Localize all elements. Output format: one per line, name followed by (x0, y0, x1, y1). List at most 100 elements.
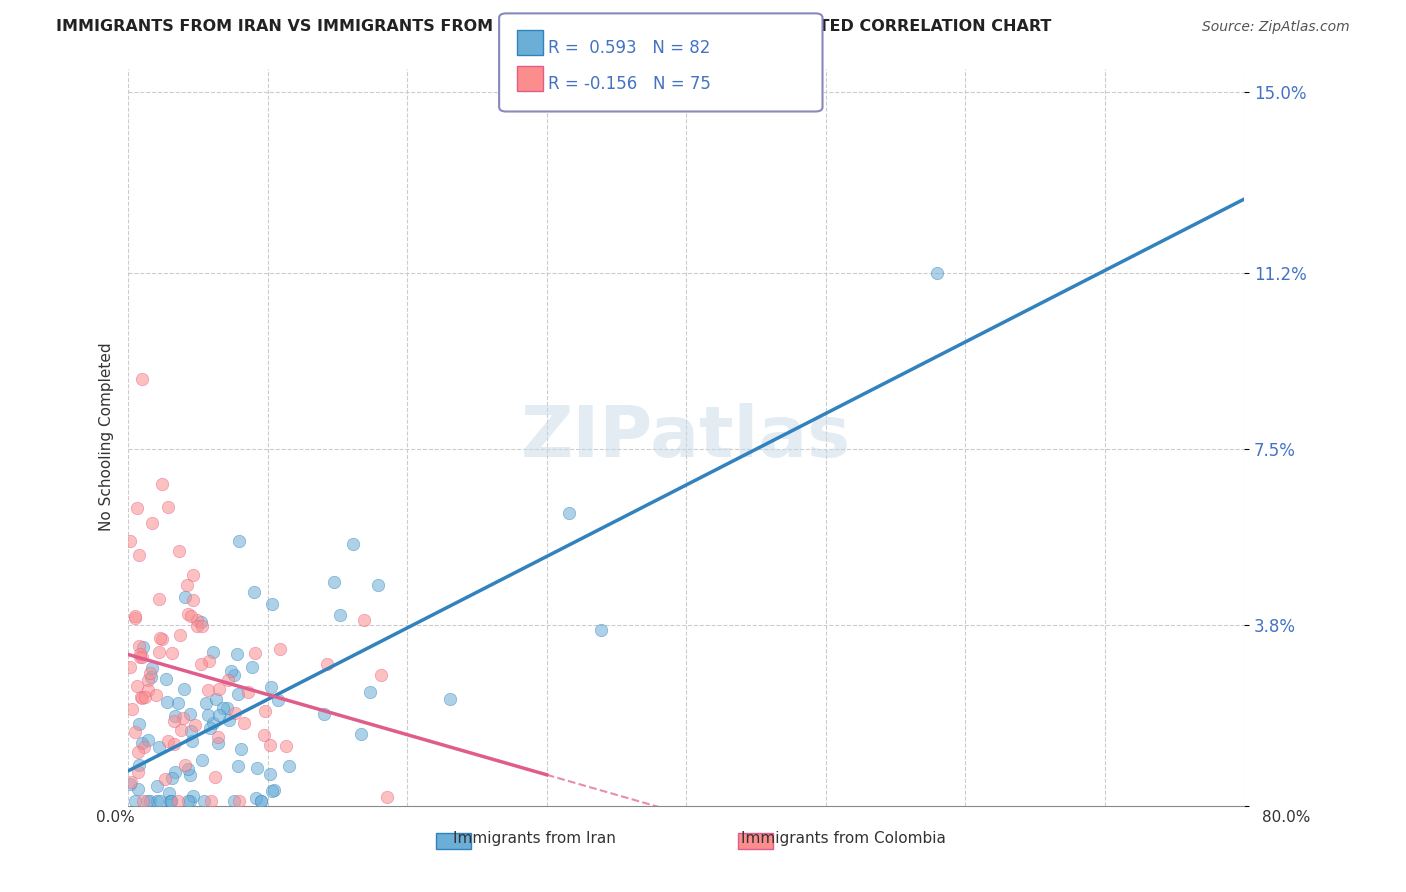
Point (350, 727, 373, 741)
Text: 0.0%: 0.0% (96, 811, 135, 825)
Text: Immigrants from Iran: Immigrants from Iran (453, 831, 616, 846)
Point (128, 548, 150, 562)
Point (136, 733, 159, 747)
Point (131, 372, 153, 386)
Point (228, 687, 250, 701)
Point (226, 758, 249, 772)
Point (226, 648, 249, 662)
Y-axis label: No Schooling Completed: No Schooling Completed (100, 343, 114, 532)
Point (323, 574, 346, 589)
Point (190, 615, 212, 629)
Point (370, 668, 392, 682)
Text: Source: ZipAtlas.com: Source: ZipAtlas.com (1202, 21, 1350, 34)
Point (243, 646, 266, 660)
Point (212, 701, 235, 715)
Point (165, 709, 187, 723)
Point (174, 591, 197, 605)
Point (201, 645, 224, 659)
Point (163, 738, 186, 752)
Point (177, 607, 200, 621)
Point (145, 688, 167, 702)
Point (127, 765, 149, 780)
Point (246, 761, 269, 775)
Point (124, 611, 146, 625)
Point (259, 767, 281, 781)
Point (180, 724, 202, 739)
Point (222, 794, 245, 808)
Point (591, 623, 613, 637)
Point (221, 664, 243, 678)
Point (118, 533, 141, 548)
Point (250, 794, 273, 808)
Point (191, 619, 214, 633)
Point (131, 649, 153, 664)
Point (236, 685, 259, 699)
Point (167, 794, 190, 808)
Point (146, 779, 169, 793)
Point (215, 700, 238, 714)
Point (132, 740, 155, 755)
Point (125, 501, 148, 516)
Text: Immigrants from Colombia: Immigrants from Colombia (741, 831, 946, 846)
Point (204, 770, 226, 784)
Point (269, 641, 291, 656)
Point (262, 784, 284, 798)
Point (328, 607, 350, 622)
Point (141, 661, 163, 675)
Point (160, 794, 183, 808)
Point (156, 695, 179, 709)
Point (170, 723, 193, 737)
Point (169, 628, 191, 642)
Point (167, 543, 190, 558)
Point (218, 713, 240, 727)
Point (312, 706, 335, 721)
Point (157, 500, 180, 514)
Point (150, 477, 173, 491)
Point (139, 794, 162, 808)
Point (558, 506, 581, 520)
Point (232, 715, 254, 730)
Point (124, 608, 146, 623)
Point (172, 711, 194, 725)
Point (198, 721, 221, 735)
Point (250, 794, 273, 808)
Point (342, 536, 364, 550)
Point (160, 794, 183, 808)
Point (120, 777, 142, 791)
Point (181, 568, 204, 582)
Point (176, 578, 198, 592)
Point (141, 516, 163, 530)
Point (197, 683, 219, 698)
Point (193, 794, 215, 808)
Point (128, 650, 150, 665)
Point (359, 685, 381, 699)
Point (191, 753, 214, 767)
Point (121, 702, 143, 716)
Point (263, 783, 285, 797)
Point (180, 608, 202, 623)
Point (267, 693, 290, 707)
Point (316, 657, 339, 671)
Point (139, 670, 162, 684)
Point (260, 680, 283, 694)
Point (163, 714, 186, 728)
Point (183, 718, 205, 732)
Point (179, 768, 201, 782)
Point (276, 739, 298, 753)
Text: ZIPatlas: ZIPatlas (522, 402, 851, 472)
Point (128, 758, 150, 772)
Point (927, 266, 949, 280)
Point (177, 794, 200, 808)
Point (128, 647, 150, 661)
Point (156, 734, 179, 748)
Point (149, 794, 172, 808)
Point (136, 673, 159, 687)
Point (128, 639, 150, 653)
Point (198, 654, 221, 668)
Point (136, 683, 159, 698)
Point (124, 794, 146, 808)
Point (146, 794, 169, 808)
Point (148, 645, 170, 659)
Point (179, 706, 201, 721)
Point (224, 706, 246, 720)
